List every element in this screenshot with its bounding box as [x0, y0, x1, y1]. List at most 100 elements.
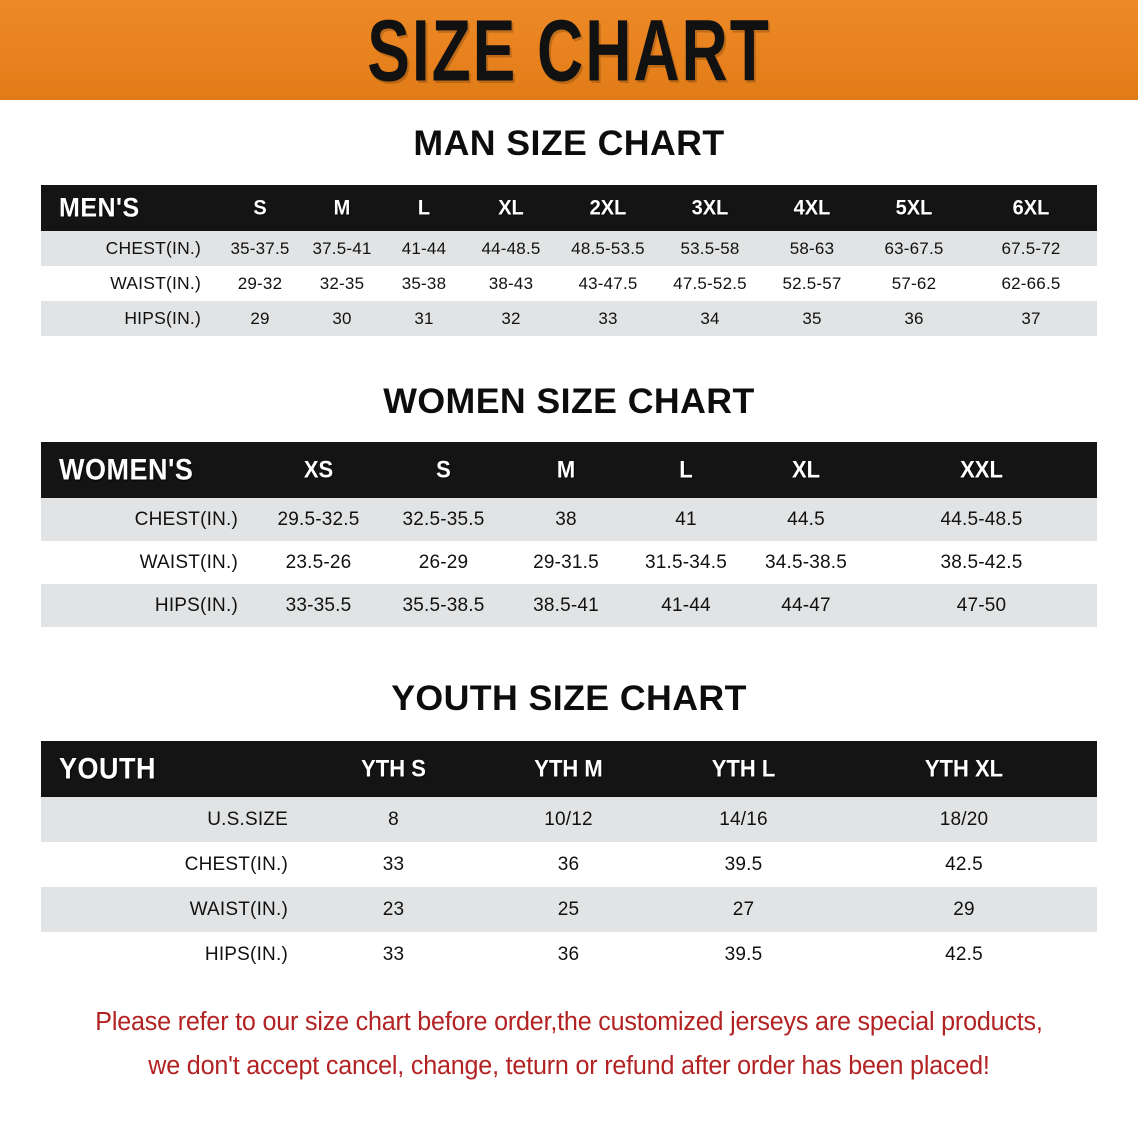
youth-waist-yth-xl: 29 [953, 898, 975, 920]
table-row: CHEST(IN.) 35-37.5 37.5-41 41-44 44-48.5… [41, 231, 1097, 266]
man-hips-xl: 32 [501, 308, 521, 328]
man-chest-2xl: 48.5-53.5 [571, 238, 645, 258]
man-category-header: MEN'S [59, 192, 140, 223]
return-policy-notice: Please refer to our size chart before or… [27, 1001, 1111, 1089]
women-waist-l: 31.5-34.5 [644, 551, 728, 573]
youth-col-header-yth-l: YTH L [711, 754, 776, 782]
women-hips-s: 35.5-38.5 [402, 594, 485, 616]
youth-waist-yth-s: 23 [382, 898, 405, 920]
youth-col-header-yth-m: YTH M [534, 754, 603, 782]
man-col-header-s: S [253, 195, 267, 220]
youth-col-header-yth-s: YTH S [361, 754, 426, 782]
man-waist-5xl: 57-62 [891, 273, 937, 293]
women-waist-m: 29-31.5 [533, 551, 599, 573]
man-col-header-m: M [333, 195, 351, 220]
youth-table-header-row: YOUTH YTH S YTH M YTH L YTH XL [41, 741, 1097, 797]
size-chart-banner: SIZE CHART [0, 0, 1138, 100]
man-row-label-chest: CHEST(IN.) [105, 238, 201, 258]
man-waist-6xl: 62-66.5 [1001, 273, 1061, 293]
women-chest-m: 38 [555, 508, 577, 530]
women-hips-xl: 44-47 [781, 594, 831, 616]
man-size-table-wrapper: MEN'S S M L XL 2XL 3XL 4XL 5XL 6XL CHEST… [41, 185, 1097, 336]
man-chest-3xl: 53.5-58 [680, 238, 740, 258]
youth-category-header: YOUTH [59, 752, 156, 785]
man-hips-3xl: 34 [700, 308, 720, 328]
youth-chest-yth-m: 36 [557, 853, 580, 875]
table-row: U.S.SIZE 8 10/12 14/16 18/20 [41, 797, 1097, 842]
women-hips-m: 38.5-41 [533, 594, 599, 616]
man-waist-4xl: 52.5-57 [782, 273, 842, 293]
man-col-header-l: L [417, 195, 431, 220]
man-col-header-xl: XL [498, 195, 524, 220]
man-hips-4xl: 35 [802, 308, 822, 328]
women-hips-xxl: 47-50 [956, 594, 1007, 616]
youth-waist-yth-l: 27 [732, 898, 755, 920]
women-section-title: WOMEN SIZE CHART [383, 382, 755, 421]
man-col-header-6xl: 6XL [1012, 195, 1050, 220]
women-col-header-s: S [436, 455, 451, 483]
man-waist-m: 32-35 [319, 273, 365, 293]
man-waist-xl: 38-43 [488, 273, 534, 293]
man-chest-5xl: 63-67.5 [884, 238, 944, 258]
man-hips-5xl: 36 [904, 308, 924, 328]
man-row-label-waist: WAIST(IN.) [110, 273, 201, 293]
man-hips-6xl: 37 [1021, 308, 1041, 328]
man-hips-s: 29 [250, 308, 270, 328]
women-size-table-wrapper: WOMEN'S XS S M L XL XXL CHEST(IN.) 29.5-… [41, 442, 1097, 627]
man-chest-4xl: 58-63 [789, 238, 835, 258]
women-col-header-l: L [679, 455, 693, 483]
table-row: WAIST(IN.) 23.5-26 26-29 29-31.5 31.5-34… [41, 541, 1097, 584]
youth-ussize-yth-xl: 18/20 [939, 808, 989, 830]
man-size-table: MEN'S S M L XL 2XL 3XL 4XL 5XL 6XL CHEST… [41, 185, 1097, 336]
women-table-header-row: WOMEN'S XS S M L XL XXL [41, 442, 1097, 498]
women-category-header: WOMEN'S [59, 453, 194, 486]
youth-chest-yth-s: 33 [382, 853, 405, 875]
man-col-header-3xl: 3XL [691, 195, 729, 220]
man-chest-6xl: 67.5-72 [1001, 238, 1061, 258]
youth-chest-yth-xl: 42.5 [945, 853, 983, 875]
women-waist-xs: 23.5-26 [285, 551, 352, 573]
women-waist-xl: 34.5-38.5 [764, 551, 848, 573]
women-chest-xl: 44.5 [787, 508, 825, 530]
man-hips-2xl: 33 [598, 308, 618, 328]
youth-hips-yth-m: 36 [557, 943, 580, 965]
man-waist-3xl: 47.5-52.5 [673, 273, 747, 293]
women-row-label-waist: WAIST(IN.) [139, 551, 238, 573]
youth-row-label-chest: CHEST(IN.) [184, 853, 288, 875]
women-col-header-xl: XL [791, 455, 821, 483]
women-chest-xxl: 44.5-48.5 [940, 508, 1023, 530]
man-hips-l: 31 [414, 308, 434, 328]
man-col-header-4xl: 4XL [793, 195, 831, 220]
women-col-header-xs: XS [303, 455, 334, 483]
women-row-label-hips: HIPS(IN.) [154, 594, 238, 616]
table-row: HIPS(IN.) 33-35.5 35.5-38.5 38.5-41 41-4… [41, 584, 1097, 627]
women-waist-s: 26-29 [418, 551, 469, 573]
women-waist-xxl: 38.5-42.5 [940, 551, 1023, 573]
youth-section-title: YOUTH SIZE CHART [391, 679, 747, 718]
women-chest-s: 32.5-35.5 [402, 508, 485, 530]
man-section-title: MAN SIZE CHART [413, 124, 725, 163]
man-waist-l: 35-38 [401, 273, 447, 293]
man-chest-xl: 44-48.5 [481, 238, 541, 258]
women-chest-l: 41 [675, 508, 697, 530]
youth-hips-yth-s: 33 [382, 943, 405, 965]
man-hips-m: 30 [332, 308, 352, 328]
women-row-label-chest: CHEST(IN.) [134, 508, 238, 530]
women-chest-xs: 29.5-32.5 [277, 508, 360, 530]
man-waist-s: 29-32 [237, 273, 283, 293]
table-row: HIPS(IN.) 33 36 39.5 42.5 [41, 932, 1097, 977]
youth-ussize-yth-s: 8 [388, 808, 399, 830]
youth-ussize-yth-m: 10/12 [544, 808, 593, 830]
women-col-header-m: M [556, 455, 576, 483]
table-row: WAIST(IN.) 23 25 27 29 [41, 887, 1097, 932]
notice-line-1: Please refer to our size chart before or… [95, 1008, 1043, 1036]
man-waist-2xl: 43-47.5 [578, 273, 638, 293]
man-chest-m: 37.5-41 [312, 238, 372, 258]
youth-ussize-yth-l: 14/16 [719, 808, 768, 830]
youth-hips-yth-l: 39.5 [724, 943, 763, 965]
youth-size-table-wrapper: YOUTH YTH S YTH M YTH L YTH XL U.S.SIZE … [41, 741, 1097, 977]
women-hips-xs: 33-35.5 [285, 594, 352, 616]
man-chest-s: 35-37.5 [230, 238, 290, 258]
table-row: HIPS(IN.) 29 30 31 32 33 34 35 36 37 [41, 301, 1097, 336]
women-hips-l: 41-44 [661, 594, 711, 616]
